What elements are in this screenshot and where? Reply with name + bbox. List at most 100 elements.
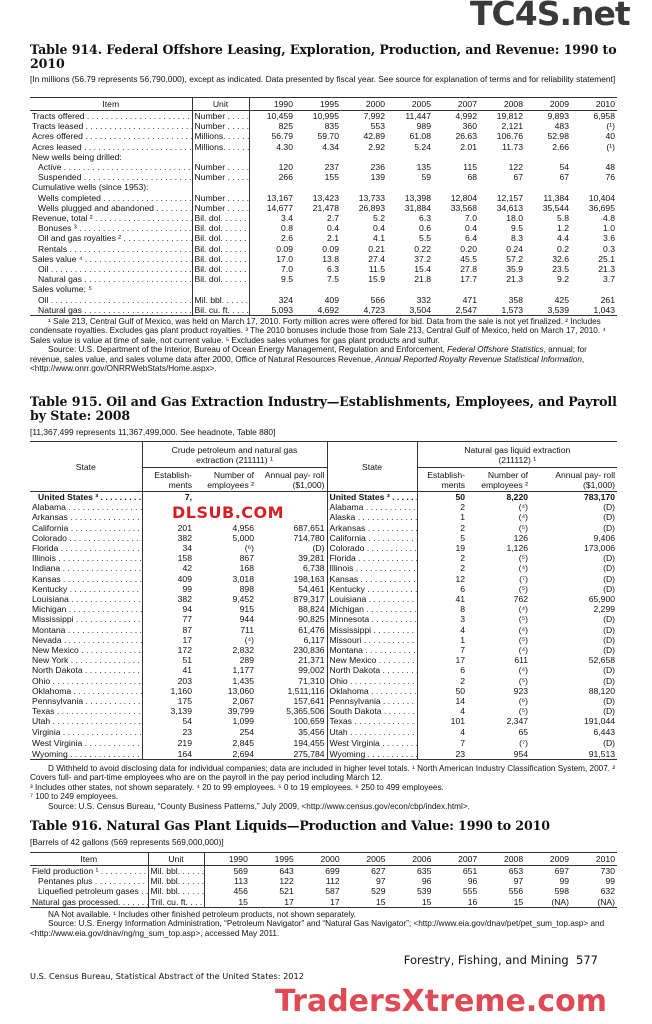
data-cell: 2.01 (460, 141, 477, 152)
data-cell: 0.4 (465, 223, 477, 234)
page-footer-section: Forestry, Fishing, and Mining 577 (404, 953, 598, 967)
data-cell: 521 (279, 886, 294, 897)
section-name: Forestry, Fishing, and Mining (403, 953, 569, 967)
table-916-notes: NA Not available. ¹ Includes other finis… (30, 910, 618, 938)
state-name: Louisiana (30, 594, 143, 605)
data-cell: 14,677 (266, 202, 293, 213)
row-label: Liquefied petroleum gases (30, 886, 149, 897)
state-name: Arkansas (30, 512, 143, 523)
empty-cell (249, 152, 295, 162)
state-name: California (327, 532, 418, 544)
data-cell: 587 (325, 886, 340, 897)
establishments-cell: 77 (182, 614, 192, 625)
data-cell: 3.7 (603, 274, 615, 285)
employees-cell: 867 (239, 553, 254, 564)
data-cell: 11.5 (368, 264, 385, 275)
table-row: Bonuses ³Bil. dol. 0.8 0.4 0.4 0.6 0.4 9.5 1.2 1… (30, 223, 617, 234)
empty-cell (387, 182, 433, 192)
row-label: Oil and gas royalties ² (30, 233, 193, 244)
watermark-logo-middle: DLSUB.COM (172, 503, 285, 522)
data-cell: 3.4 (281, 213, 293, 224)
state-name: Mississippi (327, 624, 418, 635)
data-cell: 67 (559, 172, 569, 183)
payroll-cell: 879,317 (256, 594, 328, 605)
data-cell: 555 (462, 886, 478, 897)
data-cell: 26,893 (358, 202, 385, 213)
data-cell: 5.24 (414, 141, 431, 152)
data-cell: 2.92 (368, 141, 385, 152)
row-label: Bonuses ³ (30, 223, 193, 234)
empty-cell (341, 284, 387, 294)
state-name: Texas (30, 706, 143, 717)
state-name: Utah (327, 726, 418, 737)
col-payroll: Annual pay- roll ($1,000) (555, 469, 616, 490)
state-row: Louisiana3829,452879,317Louisiana4176265… (30, 594, 617, 605)
state-name: Ohio (327, 675, 418, 686)
data-cell: 15.4 (414, 264, 431, 275)
establishments-cell: 23 (455, 748, 466, 759)
table-915-title: Table 915. Oil and Gas Extraction Indust… (30, 394, 617, 423)
employees-cell: 3,018 (232, 573, 254, 584)
establishments-cell: 219 (177, 737, 192, 748)
establishments-cell: 4 (460, 706, 466, 717)
data-cell: 0.8 (281, 223, 293, 234)
data-cell: 67 (513, 172, 523, 183)
payroll-cell: 100,659 (256, 716, 328, 727)
data-cell: 0.2 (557, 243, 569, 254)
state-name: New York (30, 655, 143, 666)
table-row: Tracts leasedNumber 825 835 553 989 360 2,121 4… (30, 121, 617, 132)
establishments-cell: 203 (177, 675, 192, 686)
state-header: State (326, 441, 418, 492)
state-name: Kentucky (327, 583, 418, 595)
employees-cell: 9,452 (232, 594, 254, 605)
group-header-ngl: Natural gas liquid extraction (211112) ¹ (417, 441, 618, 468)
establishments-cell: 4 (460, 726, 466, 737)
table-916: Item Unit 1990 1995 2000 2005 2006 2007 2008 2009… (30, 852, 617, 908)
payroll-cell: (D) (603, 706, 616, 717)
data-cell: 643 (279, 866, 294, 876)
column-header: 2007 (457, 99, 477, 109)
row-unit: Tril. cu. ft. (148, 896, 205, 908)
data-cell: 6.3 (419, 213, 431, 224)
data-cell: 15.9 (368, 274, 385, 285)
establishments-cell: 1 (460, 512, 466, 523)
data-cell: 9.5 (281, 274, 293, 285)
data-cell: 0.4 (327, 223, 339, 234)
data-cell: 52.98 (547, 131, 569, 142)
payroll-cell: 6,117 (256, 634, 328, 646)
data-cell: 33,568 (450, 202, 477, 213)
state-name: Illinois (327, 563, 418, 574)
payroll-cell: 88,824 (256, 604, 328, 615)
row-group-label: New wells being drilled: (30, 151, 193, 163)
employees-cell: (⁴) (518, 563, 529, 574)
table-row: OilBil. dol. 7.0 6.3 11.5 15.4 27.8 35.9 23.5 21… (30, 264, 617, 275)
row-unit: Bil. cu. ft. (192, 304, 250, 316)
establishments-cell: 101 (450, 716, 466, 727)
state-name: West Virginia (327, 736, 418, 749)
empty-cell (192, 151, 250, 163)
payroll-cell: 90,825 (256, 614, 328, 625)
data-cell: 697 (554, 866, 569, 876)
data-cell: 5.5 (419, 233, 431, 244)
empty-cell (249, 284, 295, 294)
source-title: Annual Reported Royalty Revenue Statisti… (375, 354, 582, 364)
payroll-cell: 230,836 (256, 645, 328, 656)
employees-cell: 898 (239, 583, 254, 594)
establishments-cell: 8 (460, 604, 466, 615)
payroll-cell: 198,163 (256, 573, 328, 584)
data-cell: 569 (233, 866, 248, 876)
payroll-cell: 157,641 (256, 696, 328, 707)
data-cell: 0.20 (460, 243, 477, 254)
data-cell: 471 (462, 294, 477, 305)
establishments-cell: 3 (460, 614, 466, 625)
state-row: United States ³ 7, United States ³ 50 8,220 7… (30, 491, 617, 503)
table-row: Wells plugged and abandonedNumber 14,677 2… (30, 202, 617, 214)
data-cell: 4,992 (455, 111, 477, 121)
employees-cell: 944 (239, 614, 254, 625)
establishments-cell: 7 (460, 645, 466, 656)
state-name: Pennsylvania (30, 696, 143, 707)
column-header: 1995 (274, 854, 294, 864)
empty-cell (192, 284, 250, 295)
